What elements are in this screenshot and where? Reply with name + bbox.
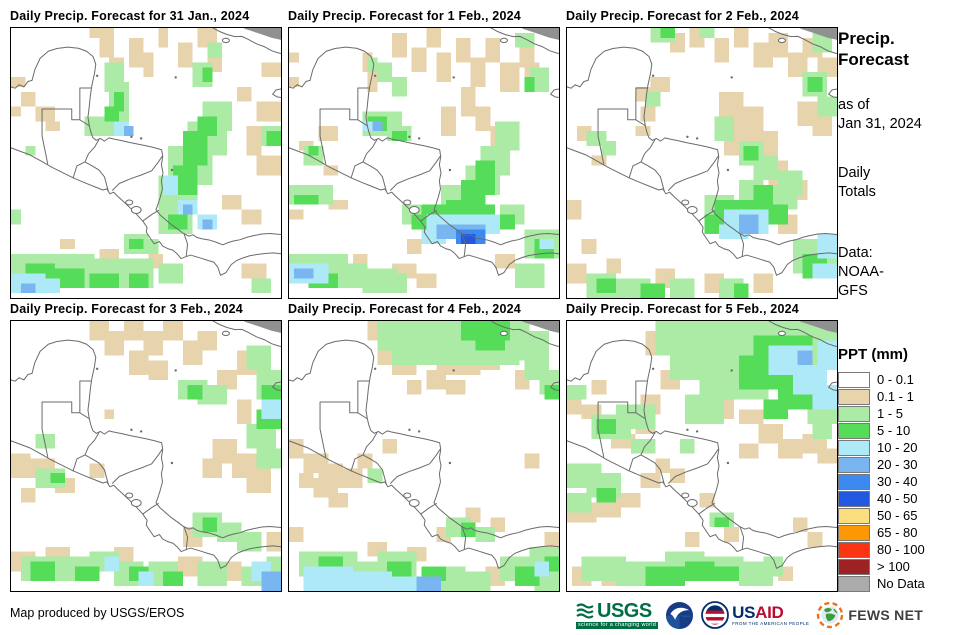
precip-map [288,27,560,299]
legend-swatch [838,371,870,388]
legend-label: 10 - 20 [877,440,918,455]
legend-item: 20 - 30 [838,456,970,473]
legend-label: 40 - 50 [877,491,918,506]
fewsnet-globe-icon [817,601,844,629]
legend-label: 0 - 0.1 [877,372,914,387]
legend-item: 1 - 5 [838,405,970,422]
page-title: Precip. Forecast [838,29,909,69]
legend-label: 1 - 5 [877,406,904,421]
legend-swatch [838,388,870,405]
legend-swatch [838,524,870,541]
legend-label: 20 - 30 [877,457,918,472]
map-panel-4: Daily Precip. Forecast for 3 Feb., 2024 [10,301,282,592]
legend-label: 65 - 80 [877,525,918,540]
legend-item: 65 - 80 [838,524,970,541]
panel-title: Daily Precip. Forecast for 5 Feb., 2024 [566,302,799,316]
map-panel-3: Daily Precip. Forecast for 2 Feb., 2024 [566,8,838,299]
legend-label: 80 - 100 [877,542,925,557]
map-panel-1: Daily Precip. Forecast for 31 Jan., 2024 [10,8,282,299]
legend-swatch [838,541,870,558]
usaid-wordmark-aid: AID [755,602,784,622]
legend-item: 0 - 0.1 [838,371,970,388]
legend-swatch [838,473,870,490]
usgs-waves-icon [576,603,594,619]
legend-label: > 100 [877,559,910,574]
precip-map [566,27,838,299]
legend-item: 0.1 - 1 [838,388,970,405]
precip-map [10,320,282,592]
legend-label: No Data [877,576,925,591]
legend: PPT (mm) 0 - 0.1 0.1 - 1 1 - 5 5 - 10 10 - 2… [838,346,970,592]
footer-logos: USGS science for a changing world [576,597,923,633]
usaid-logo: USAID FROM THE AMERICAN PEOPLE [701,601,809,629]
usaid-emblem-icon [701,601,730,629]
legend-item: No Data [838,575,970,592]
legend-item: > 100 [838,558,970,575]
precip-map [566,320,838,592]
legend-title: PPT (mm) [838,346,909,363]
legend-item: 40 - 50 [838,490,970,507]
precip-map [10,27,282,299]
usgs-logo: USGS science for a changing world [576,599,659,630]
panel-title: Daily Precip. Forecast for 2 Feb., 2024 [566,9,799,23]
usgs-tagline: science for a changing world [576,621,659,630]
legend-label: 30 - 40 [877,474,918,489]
map-panel-6: Daily Precip. Forecast for 5 Feb., 2024 [566,301,838,592]
panel-title: Daily Precip. Forecast for 3 Feb., 2024 [10,302,243,316]
panel-title: Daily Precip. Forecast for 31 Jan., 2024 [10,9,250,23]
legend-item: 50 - 65 [838,507,970,524]
legend-label: 5 - 10 [877,423,911,438]
legend-swatch [838,558,870,575]
legend-swatch [838,507,870,524]
panel-title: Daily Precip. Forecast for 4 Feb., 2024 [288,302,521,316]
panel-title: Daily Precip. Forecast for 1 Feb., 2024 [288,9,521,23]
legend-item: 5 - 10 [838,422,970,439]
legend-swatch [838,439,870,456]
legend-items: 0 - 0.1 0.1 - 1 1 - 5 5 - 10 10 - 20 20 - 30 3… [838,371,970,592]
legend-item: 10 - 20 [838,439,970,456]
legend-item: 80 - 100 [838,541,970,558]
legend-label: 50 - 65 [877,508,918,523]
precip-map [288,320,560,592]
daily-totals-label: Daily Totals [838,165,876,200]
usaid-wordmark-us: US [732,602,756,622]
usgs-wordmark: USGS [597,599,652,622]
legend-swatch [838,575,870,592]
legend-label: 0.1 - 1 [877,389,914,404]
legend-swatch [838,405,870,422]
data-source-label: Data: NOAA- GFS [838,245,884,299]
map-panel-2: Daily Precip. Forecast for 1 Feb., 2024 [288,8,560,299]
legend-swatch [838,422,870,439]
usaid-tagline: FROM THE AMERICAN PEOPLE [732,620,810,626]
legend-swatch [838,456,870,473]
fewsnet-logo: FEWS NET [816,601,923,629]
as-of-date: as of Jan 31, 2024 [838,97,922,132]
legend-item: 30 - 40 [838,473,970,490]
map-panel-5: Daily Precip. Forecast for 4 Feb., 2024 [288,301,560,592]
fewsnet-wordmark: FEWS NET [848,607,924,623]
footer-credit: Map produced by USGS/EROS [10,606,185,620]
legend-swatch [838,490,870,507]
noaa-logo [666,601,694,629]
